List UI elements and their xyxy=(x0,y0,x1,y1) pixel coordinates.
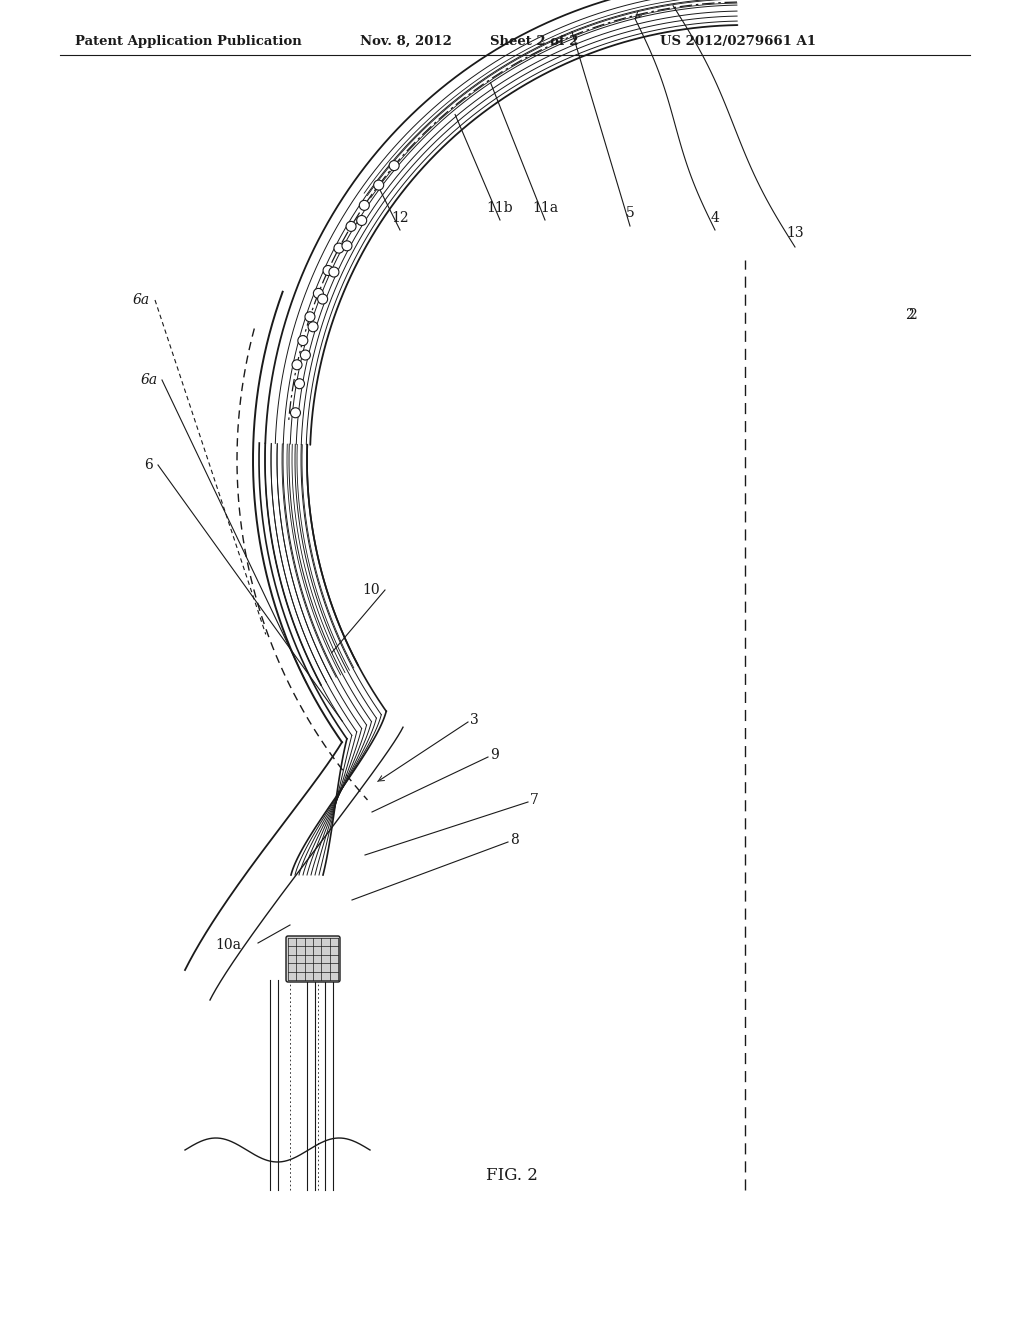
Text: 10: 10 xyxy=(362,583,380,597)
Circle shape xyxy=(356,215,367,226)
Text: 8: 8 xyxy=(510,833,519,847)
Text: 2: 2 xyxy=(908,308,916,322)
Circle shape xyxy=(329,267,339,277)
Circle shape xyxy=(300,350,310,360)
Text: 3: 3 xyxy=(470,713,479,727)
Circle shape xyxy=(291,408,300,417)
Circle shape xyxy=(389,161,399,170)
Text: 2: 2 xyxy=(905,308,913,322)
Circle shape xyxy=(313,288,324,298)
Circle shape xyxy=(334,243,344,253)
Text: FIG. 2: FIG. 2 xyxy=(486,1167,538,1184)
Text: Sheet 2 of 2: Sheet 2 of 2 xyxy=(490,36,579,48)
Text: 9: 9 xyxy=(490,748,499,762)
Circle shape xyxy=(295,379,304,388)
Circle shape xyxy=(359,201,370,210)
Circle shape xyxy=(292,360,302,370)
Text: Nov. 8, 2012: Nov. 8, 2012 xyxy=(360,36,452,48)
Text: 12: 12 xyxy=(391,211,409,224)
Text: 11a: 11a xyxy=(531,201,558,215)
Text: 6: 6 xyxy=(144,458,153,473)
Text: 7: 7 xyxy=(530,793,539,807)
Circle shape xyxy=(308,322,318,331)
Text: 5: 5 xyxy=(626,206,635,220)
Circle shape xyxy=(342,240,352,251)
Text: US 2012/0279661 A1: US 2012/0279661 A1 xyxy=(660,36,816,48)
Circle shape xyxy=(305,312,315,322)
Circle shape xyxy=(346,222,356,231)
Text: 6a: 6a xyxy=(141,374,158,387)
Text: Patent Application Publication: Patent Application Publication xyxy=(75,36,302,48)
Text: 11b: 11b xyxy=(486,201,513,215)
FancyBboxPatch shape xyxy=(286,936,340,982)
Circle shape xyxy=(323,265,333,276)
Circle shape xyxy=(374,180,384,190)
Text: 10a: 10a xyxy=(215,939,241,952)
Text: 6a: 6a xyxy=(133,293,150,308)
Text: 4: 4 xyxy=(711,211,720,224)
Circle shape xyxy=(298,335,308,346)
Text: 13: 13 xyxy=(786,226,804,240)
Circle shape xyxy=(317,294,328,304)
